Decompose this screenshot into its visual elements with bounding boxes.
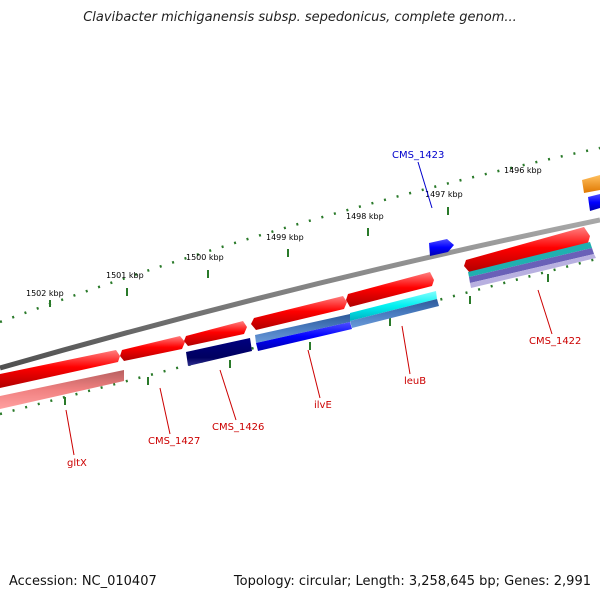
scale-label: 1499 kbp: [266, 233, 304, 242]
gene-CMS_1427[interactable]: [120, 336, 185, 361]
gene-CMS_1422-reverse-3[interactable]: [470, 254, 596, 288]
gene-label-leuB: leuB: [404, 376, 426, 387]
scale-label: 1498 kbp: [346, 212, 384, 221]
gene-label-ilvE: ilvE: [314, 400, 332, 411]
gene-CMS_1423[interactable]: [429, 239, 454, 256]
gene-CMS_1422-reverse[interactable]: [468, 242, 592, 277]
gene-edge-orange[interactable]: [582, 175, 600, 193]
gene-gltX-reverse[interactable]: [0, 370, 124, 409]
gene-label-CMS_1427: CMS_1427: [148, 436, 200, 447]
scale-labels: 1502 kbp 1501 kbp 1500 kbp 1499 kbp 1498…: [26, 166, 542, 298]
gene-gltX[interactable]: [0, 350, 120, 388]
genome-summary: Topology: circular; Length: 3,258,645 bp…: [233, 574, 591, 589]
gene-ilvE[interactable]: [251, 296, 347, 330]
genome-backbone: [0, 217, 600, 371]
gene-CMS_1422[interactable]: [464, 227, 590, 273]
scale-label: 1502 kbp: [26, 289, 64, 298]
major-ticks: [49, 207, 549, 405]
map-title: Clavibacter michiganensis subsp. sepedon…: [83, 10, 517, 25]
gene-ilvE-reverse-2[interactable]: [256, 322, 352, 351]
gene-edge-blue[interactable]: [588, 194, 600, 211]
gene-leuB-reverse[interactable]: [350, 291, 437, 321]
scale-label: 1500 kbp: [186, 253, 224, 262]
scale-label: 1497 kbp: [425, 190, 463, 199]
accession-label: Accession: NC_010407: [9, 574, 157, 589]
gene-leuB-reverse-2[interactable]: [350, 299, 439, 328]
gene-leuB[interactable]: [346, 272, 434, 307]
gene-CMS_1426-reverse[interactable]: [186, 338, 252, 366]
gene-label-CMS_1422: CMS_1422: [529, 336, 581, 347]
reverse-genes: [0, 242, 596, 409]
scale-label: 1496 kbp: [504, 166, 542, 175]
gene-CMS_1426[interactable]: [184, 321, 247, 346]
inner-tick-track: [0, 256, 600, 416]
gene-ilvE-reverse[interactable]: [255, 314, 350, 343]
gene-label-gltX: gltX: [67, 458, 87, 469]
forward-genes: [0, 227, 590, 388]
gene-label-CMS_1423: CMS_1423: [392, 150, 444, 161]
scale-label: 1501 kbp: [106, 271, 144, 280]
gene-CMS_1422-reverse-2[interactable]: [469, 248, 594, 283]
gene-labels: CMS_1423 CMS_1422 leuB ilvE CMS_1426 CMS…: [67, 150, 581, 469]
gene-label-CMS_1426: CMS_1426: [212, 422, 264, 433]
label-leaders: [65, 161, 553, 456]
